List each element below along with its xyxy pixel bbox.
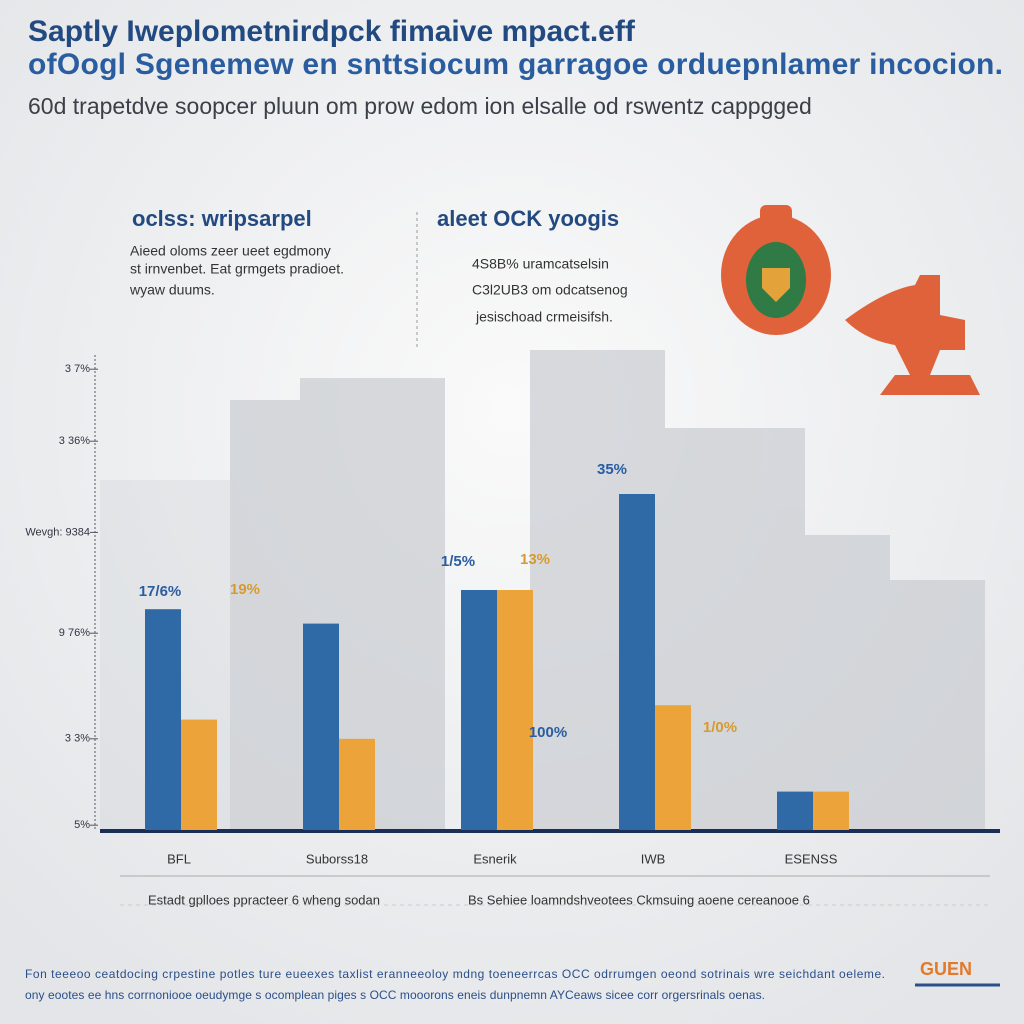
x-tick-label: Esnerik: [473, 851, 517, 866]
y-tick-label: 3 36%: [59, 435, 90, 447]
panel-heading: aleet OCK yoogis: [437, 206, 619, 231]
panel-text: 4S8B% uramcatselsin: [472, 256, 609, 272]
title-line: ofOogl Sgenemew en snttsiocum garragoe o…: [28, 48, 1003, 81]
annotation: 19%: [230, 581, 260, 598]
icon-figure: [845, 275, 980, 395]
y-tick-label: Wevgh: 9384: [25, 526, 90, 538]
annotation: 17/6%: [139, 583, 182, 600]
title-line: Saptly Iweplometnirdpck fimaive mpact.ef…: [28, 15, 636, 48]
bar: [145, 609, 181, 830]
annotation: 13%: [520, 551, 550, 568]
icon-shield: [721, 205, 831, 335]
footnote: Bs Sehiee loamndshveotees Ckmsuing aoene…: [468, 892, 810, 907]
bar: [303, 623, 339, 830]
bar: [813, 791, 849, 830]
panel-text: C3l2UB3 om odcatsenog: [472, 282, 628, 298]
panel-heading: oclss: wripsarpel: [132, 206, 312, 231]
bar: [777, 791, 813, 830]
bar: [181, 719, 217, 830]
annotation: 1/5%: [441, 553, 475, 570]
y-tick-label: 5%: [74, 819, 90, 831]
footnote: Estadt gplloes ppracteer 6 wheng sodan: [148, 892, 380, 907]
y-tick-label: 9 76%: [59, 627, 90, 639]
x-tick-label: BFL: [167, 851, 191, 866]
annotation: 35%: [597, 461, 627, 478]
y-tick-label: 3 7%: [65, 363, 90, 375]
subtitle: 60d trapetdve soopcer pluun om prow edom…: [28, 93, 812, 119]
annotation: 100%: [529, 724, 567, 741]
bar: [619, 494, 655, 830]
bar: [339, 738, 375, 830]
panel-text: Aieed oloms zeer ueet egdmony: [130, 243, 331, 259]
bar: [461, 590, 497, 830]
y-tick-label: 3 3%: [65, 733, 90, 745]
annotation: 1/0%: [703, 719, 737, 736]
x-tick-label: ESENSS: [785, 851, 838, 866]
background-buildings: [100, 350, 985, 830]
panel-text: st irnvenbet. Eat grmgets pradioet.: [130, 261, 344, 277]
footer-text: Fon teeeoo ceatdocing crpestine potles t…: [25, 967, 885, 981]
bar: [655, 705, 691, 830]
x-tick-label: IWB: [641, 851, 666, 866]
panel-text: wyaw duums.: [129, 282, 215, 298]
logo: GUEN: [920, 959, 972, 979]
panel-text: jesischoad crmeisifsh.: [475, 309, 613, 325]
bar: [497, 590, 533, 830]
x-tick-label: Suborss18: [306, 851, 368, 866]
footer-text: ony eootes ee hns corrnoniooe oeudymge s…: [25, 988, 765, 1002]
